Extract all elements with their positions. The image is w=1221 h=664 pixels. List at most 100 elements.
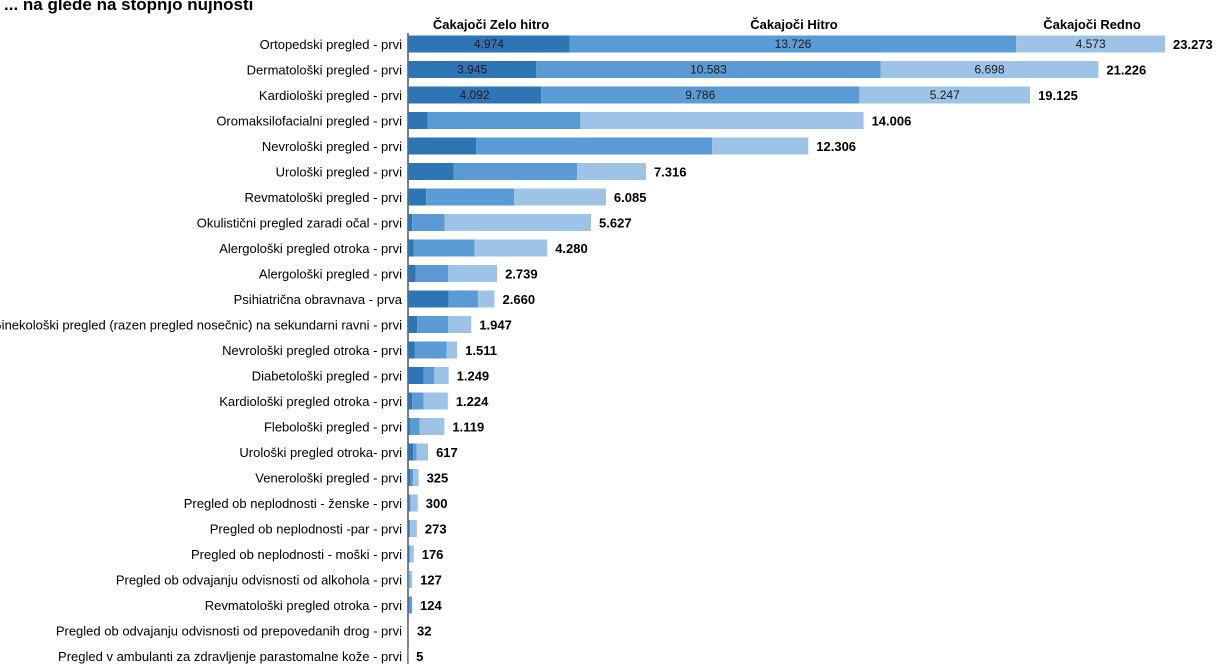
bar-segment (410, 494, 418, 512)
category-label: Pregled ob neplodnosti - moški - prvi (191, 547, 402, 562)
bar-segment (408, 86, 542, 104)
bar-segment (408, 545, 410, 563)
category-label: Pregled v ambulanti za zdravljenje paras… (58, 649, 402, 664)
bar-segment (409, 596, 413, 614)
bar-segment (408, 61, 537, 78)
bar-segment (413, 239, 475, 257)
bar-segment (580, 112, 864, 129)
total-value-label: 6.085 (614, 190, 647, 205)
bar-segment (476, 137, 713, 155)
bar-segment (541, 86, 860, 104)
bar-segment (569, 35, 1017, 53)
category-label: Diabetološki pregled - prvi (252, 369, 402, 384)
segment-value-label: 10.583 (690, 63, 727, 77)
total-value-label: 14.006 (872, 114, 912, 129)
bar-segment (408, 367, 424, 384)
bar-segment (536, 61, 881, 78)
bar-segment (477, 290, 495, 308)
segment-value-label: 9.786 (685, 88, 715, 102)
bar-segment (408, 443, 414, 461)
total-value-label: 2.660 (503, 292, 536, 307)
bar-segment (408, 596, 410, 614)
bar-segment (409, 545, 414, 563)
bar-segment (409, 494, 411, 512)
bar-segment (408, 571, 410, 588)
bar-segment (859, 86, 1031, 104)
bar-segment (408, 163, 454, 180)
bar-segment (408, 112, 428, 129)
category-label: Nevrološki pregled - prvi (262, 139, 402, 154)
category-label: Kardiološki pregled otroka - prvi (219, 394, 402, 409)
category-label: Urološki pregled otroka- prvi (239, 445, 402, 460)
category-label: Pregled ob neplodnosti -par - prvi (210, 522, 402, 537)
bar-segment (408, 341, 415, 359)
bar-segment (410, 520, 417, 537)
bar-segment (408, 316, 418, 333)
bar-segment (408, 571, 409, 588)
total-value-label: 19.125 (1038, 88, 1078, 103)
chart-title: ... na glede na stopnjo nujnosti (4, 0, 253, 14)
bar-segment (409, 418, 420, 435)
segment-value-label: 3.945 (457, 63, 487, 77)
total-labels: 23.273 21.226 19.125 14.006 12.306 7.316 6.085… (416, 37, 1213, 664)
category-label: Oromaksilofacialni pregled - prvi (216, 114, 402, 129)
bar-segment (415, 265, 449, 282)
bar-segment (409, 545, 410, 563)
bar-segment (408, 469, 411, 486)
total-value-label: 4.280 (555, 241, 588, 256)
category-label: Urološki pregled - prvi (276, 165, 403, 180)
bar-segment (423, 392, 448, 410)
bar-segment (410, 469, 414, 486)
bar-segment (448, 290, 478, 308)
category-label: Okulistični pregled zaradi očal - prvi (197, 216, 402, 231)
total-value-label: 124 (420, 598, 442, 613)
bar-segment (408, 392, 413, 410)
total-value-label: 617 (436, 445, 458, 460)
bar-segment (712, 137, 809, 155)
bar-segment (1016, 35, 1165, 53)
category-label: Pregled ob neplodnosti - ženske - prvi (184, 496, 402, 511)
total-value-label: 1.511 (465, 343, 497, 358)
total-value-label: 5.627 (599, 216, 632, 231)
segment-value-label: 4.974 (474, 37, 504, 51)
series-header-hitro: Čakajoči Hitro (750, 17, 837, 32)
category-label: Psihiatrična obravnava - prva (234, 292, 403, 307)
bar-segment (448, 316, 472, 333)
bar-segment (427, 112, 581, 129)
segment-value-label: 6.698 (974, 63, 1004, 77)
total-value-label: 1.947 (479, 318, 512, 333)
series-header-redno: Čakajoči Redno (1043, 17, 1141, 32)
category-label: Alergološki pregled otroka - prvi (219, 241, 402, 256)
total-value-label: 325 (427, 471, 449, 486)
total-value-label: 23.273 (1173, 37, 1213, 52)
bar-segment (408, 188, 427, 206)
category-labels: Ortopedski pregled - prvi Dermatološki pr… (0, 37, 403, 664)
bar-segment (880, 61, 1099, 78)
series-header-zelo-hitro: Čakajoči Zelo hitro (433, 17, 549, 32)
bar-segment (408, 214, 413, 231)
category-label: Nevrološki pregled otroka - prvi (222, 343, 402, 358)
total-value-label: 2.739 (505, 267, 538, 282)
bar-segment (408, 290, 449, 308)
category-label: Kardiološki pregled - prvi (259, 88, 402, 103)
segment-value-label: 13.726 (775, 37, 812, 51)
bar-segment (408, 239, 414, 257)
category-label: Pregled ob odvajanju odvisnosti od prepo… (56, 624, 402, 639)
category-label: Alergološki pregled - prvi (259, 267, 402, 282)
bar-segment (446, 341, 458, 359)
bar-segment (412, 214, 445, 231)
bar-segment (408, 418, 410, 435)
bar-segment (417, 316, 449, 333)
bar-segment (408, 494, 410, 512)
total-value-label: 1.224 (456, 394, 489, 409)
bar-segment (408, 520, 410, 537)
bar-segment (514, 188, 606, 206)
segment-value-label: 5.247 (930, 88, 960, 102)
bar-segment (409, 571, 413, 588)
bar-segment (453, 163, 578, 180)
total-value-label: 300 (426, 496, 448, 511)
category-label: Venerološki pregled - prvi (255, 471, 402, 486)
bar-segment (408, 265, 416, 282)
bars (408, 35, 1165, 664)
